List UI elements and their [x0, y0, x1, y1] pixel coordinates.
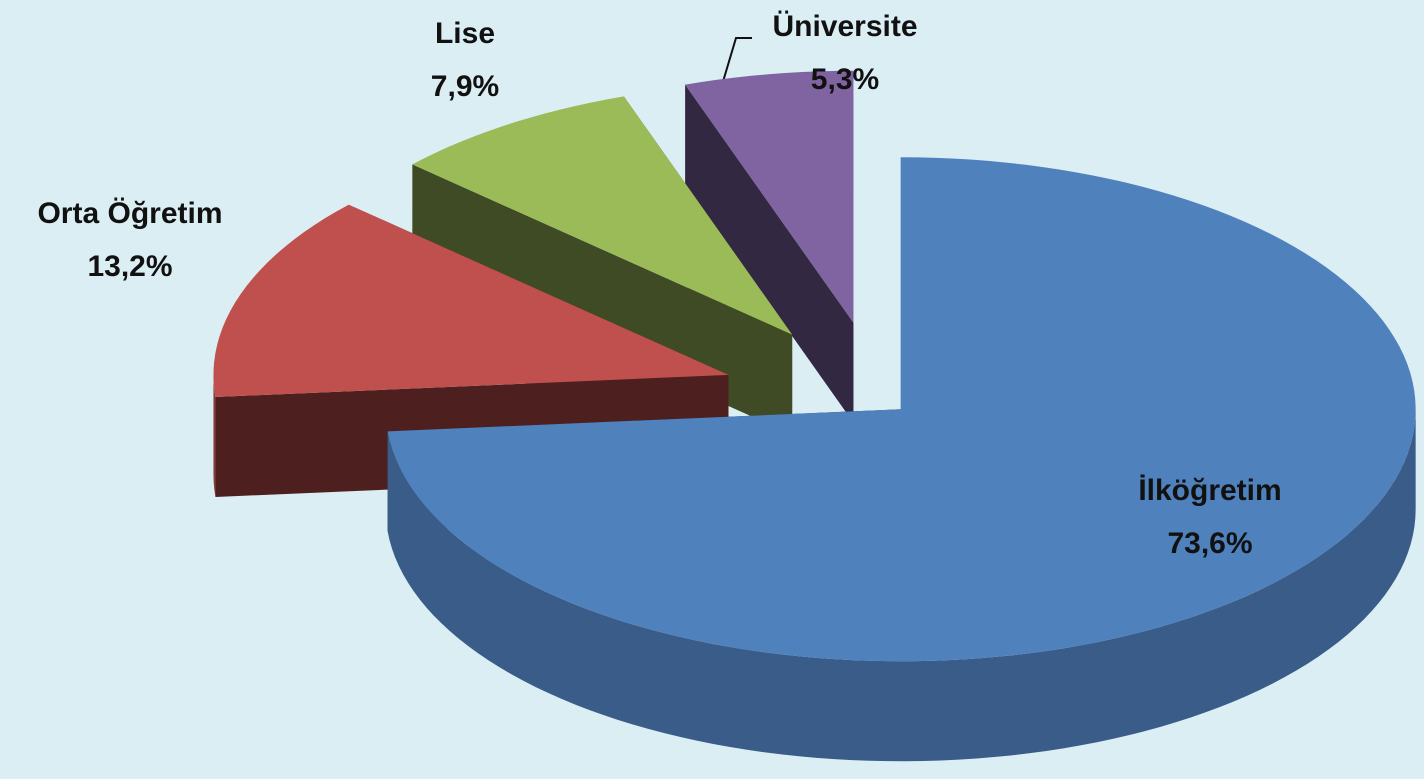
slice: [387, 157, 1416, 662]
slice-value-label: 5,3%: [811, 63, 879, 96]
slice-label: İlköğretim: [1138, 474, 1281, 507]
slice-label: Üniversite: [772, 10, 917, 43]
slice-value-label: 7,9%: [431, 70, 499, 103]
slice: [412, 96, 793, 335]
slice-side: [685, 84, 854, 423]
slice-label: Lise: [435, 17, 495, 50]
slice-value-label: 73,6%: [1167, 527, 1252, 560]
slice-value-label: 13,2%: [87, 250, 172, 283]
slice: [685, 70, 854, 323]
leader-line: [721, 37, 752, 86]
slice-wall: [213, 374, 216, 498]
slice: [213, 204, 729, 398]
slice-label: Orta Öğretim: [37, 197, 222, 230]
slice-wall: [387, 409, 1416, 762]
